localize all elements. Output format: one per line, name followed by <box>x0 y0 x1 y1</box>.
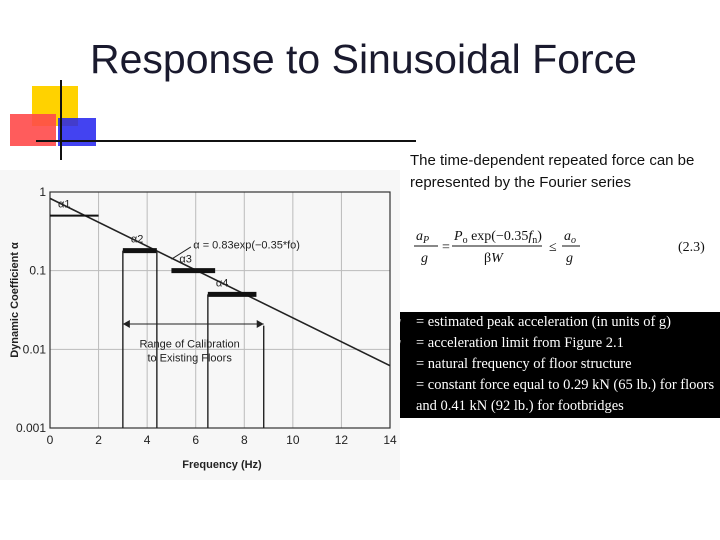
plot-area-border <box>49 191 391 429</box>
range-arrow-left-head <box>122 319 130 328</box>
definition-text: = estimated peak acceleration (in units … <box>416 314 671 330</box>
x-tick-label: 10 <box>286 433 300 447</box>
eq-lhs-denominator: g <box>421 251 428 266</box>
definition-text: = constant force equal to 0.29 kN (65 lb… <box>416 377 715 393</box>
formula-annotation: α = 0.83exp(−0.35*fo) <box>193 240 300 252</box>
series-line <box>49 197 391 367</box>
definition-text: = acceleration limit from Figure 2.1 <box>416 335 624 351</box>
definition-text: = natural frequency of floor structure <box>416 356 632 372</box>
eq-lhs-numerator: aP <box>416 229 429 246</box>
y-tick-label: 0.001 <box>16 421 46 435</box>
eq-rhs-denominator: βW <box>484 251 504 266</box>
y-axis-label: Dynamic Coefficient α <box>9 242 21 358</box>
formula-arrow <box>171 246 192 260</box>
chart-frame <box>49 191 391 429</box>
x-tick-label: 14 <box>383 433 397 447</box>
step-label: α3 <box>179 254 191 266</box>
y-tick-label: 1 <box>39 185 46 199</box>
eq-relation: ≤ <box>549 240 557 255</box>
x-tick-label: 8 <box>241 433 248 447</box>
step-label: α2 <box>131 234 143 246</box>
definition-row: fn = natural frequency of floor structur… <box>368 354 720 375</box>
y-tick-label: 0.01 <box>23 342 47 356</box>
equation-2-3: aP g = Po exp(−0.35fn) βW ≤ ao g (2.3) <box>414 229 705 266</box>
x-tick-label: 4 <box>144 433 151 447</box>
definition-row: ao / g = acceleration limit from Figure … <box>368 333 720 354</box>
definitions-box: ap / g = estimated peak acceleration (in… <box>362 312 720 418</box>
eq-limit-numerator: ao <box>564 229 576 246</box>
chart-ticks: 0 2 4 6 8 10 12 14 1 0.1 0.01 0.001 <box>16 185 397 447</box>
range-arrow-right-head <box>256 319 264 328</box>
slide-title: Response to Sinusoidal Force <box>90 36 637 82</box>
eq-number: (2.3) <box>678 240 705 255</box>
decor-vertical-rule <box>60 80 62 160</box>
x-tick-label: 0 <box>47 433 54 447</box>
definition-row-continued: and 0.41 kN (92 lb.) for footbridges <box>368 396 720 417</box>
x-tick-label: 12 <box>335 433 349 447</box>
x-axis-label: Frequency (Hz) <box>182 459 262 471</box>
step-label: α1 <box>58 199 70 211</box>
x-tick-label: 6 <box>192 433 199 447</box>
range-label-line2: to Existing Floors <box>147 353 232 365</box>
body-text: The time-dependent repeated force can be… <box>410 152 695 191</box>
eq-limit-denominator: g <box>566 251 573 266</box>
range-label-line1: Range of Calibration <box>139 339 239 351</box>
chart-marks: α1 α2 α3 α4 α = 0.83exp(−0.35*fo) Range of Ca… <box>49 197 391 428</box>
eq-equals: = <box>442 240 450 255</box>
definition-row: ap / g = estimated peak acceleration (in… <box>368 312 720 333</box>
decor-horizontal-rule <box>36 140 416 142</box>
step-label: α4 <box>216 277 228 289</box>
definition-text: and 0.41 kN (92 lb.) for footbridges <box>416 398 624 414</box>
definition-row: Po = constant force equal to 0.29 kN (65… <box>368 375 720 396</box>
y-tick-label: 0.1 <box>29 264 46 278</box>
eq-rhs-numerator: Po exp(−0.35fn) <box>453 229 542 246</box>
dynamic-coefficient-chart: 0 2 4 6 8 10 12 14 1 0.1 0.01 0.001 α1 α2 α3 α4 α = 0.8… <box>0 170 400 480</box>
x-tick-label: 2 <box>95 433 102 447</box>
